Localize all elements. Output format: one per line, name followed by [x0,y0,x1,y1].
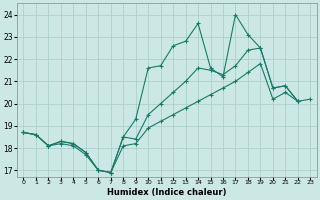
X-axis label: Humidex (Indice chaleur): Humidex (Indice chaleur) [107,188,227,197]
